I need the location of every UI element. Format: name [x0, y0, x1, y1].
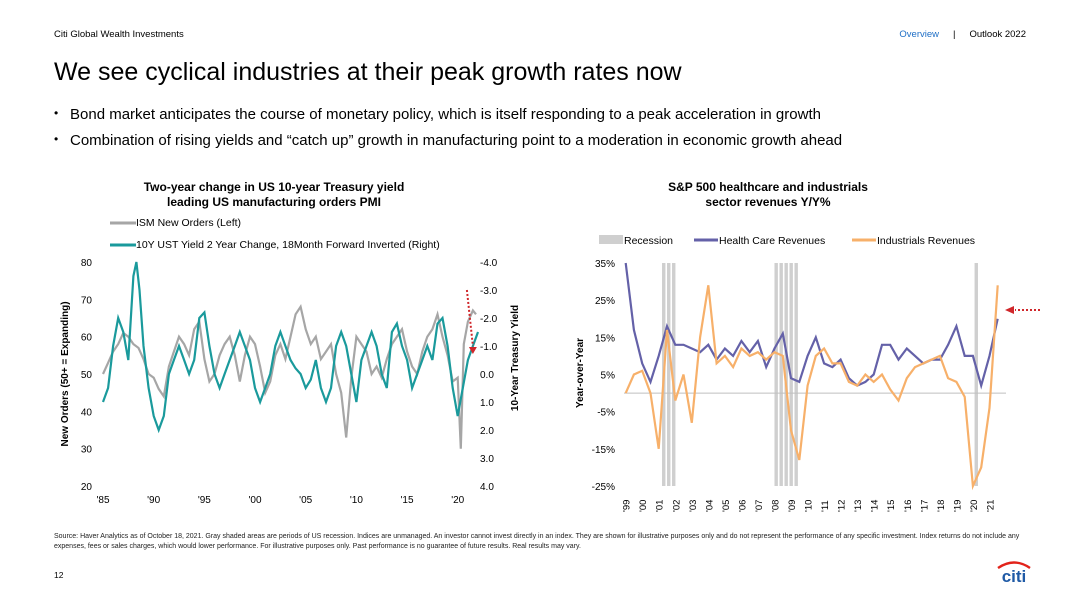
chart1-y2-tick: 4.0: [480, 482, 494, 493]
chart1-x-tick: '90: [147, 495, 160, 506]
chart1-y2-tick: -3.0: [480, 286, 498, 297]
recession-band: [774, 263, 778, 486]
chart1-x-tick: '05: [299, 495, 312, 506]
chart2-x-tick: '08: [770, 500, 781, 512]
chart1-y2-tick: 3.0: [480, 454, 494, 465]
chart2-x-tick: '01: [655, 500, 666, 512]
chart2-x-tick: '09: [787, 500, 798, 512]
chart2-x-tick: '11: [820, 500, 831, 512]
chart2-y-tick: -5%: [597, 408, 615, 419]
nav-overview-link[interactable]: Overview: [899, 29, 940, 40]
chart1-y-tick: 50: [81, 370, 93, 381]
bullet-item: Combination of rising yields and “catch …: [54, 132, 842, 149]
bullet-list: Bond market anticipates the course of mo…: [54, 106, 842, 158]
recession-band: [667, 263, 671, 486]
page-number: 12: [54, 570, 64, 580]
chart1-y-tick: 40: [81, 407, 93, 418]
chart1-y2-tick: 0.0: [480, 370, 494, 381]
chart2-legend-label: Recession: [624, 235, 673, 247]
source-footnote: Source: Haver Analytics as of October 18…: [54, 533, 1020, 550]
chart1-title-line: leading US manufacturing orders PMI: [167, 195, 381, 209]
chart2-x-tick: '07: [754, 500, 765, 512]
chart2-x-tick: '21: [985, 500, 996, 512]
chart2-title-line: S&P 500 healthcare and industrials: [668, 180, 868, 194]
chart2-x-tick: '03: [688, 500, 699, 512]
chart1-x-tick: '00: [249, 495, 262, 506]
chart2-y-tick: 35%: [595, 259, 615, 270]
chart2-x-tick: '02: [671, 500, 682, 512]
brand-label: Citi Global Wealth Investments: [54, 29, 184, 40]
nav-outlook-label: Outlook 2022: [969, 29, 1026, 40]
chart2-x-tick: '00: [638, 500, 649, 512]
chart2-x-tick: '17: [919, 500, 930, 512]
recession-band: [672, 263, 676, 486]
chart1-y2-tick: -4.0: [480, 258, 498, 269]
chart2-annotation-arrowhead: [1005, 306, 1014, 314]
chart2-x-tick: '12: [837, 500, 848, 512]
chart1-legend-label: ISM New Orders (Left): [136, 217, 241, 229]
chart2-x-tick: '10: [804, 500, 815, 512]
chart1-x-tick: '95: [198, 495, 211, 506]
treasury-vs-ism-chart: Two-year change in US 10-year Treasury y…: [60, 180, 521, 506]
chart2-x-tick: '06: [737, 500, 748, 512]
chart1-x-tick: '85: [96, 495, 109, 506]
chart1-annotation-arrowhead: [468, 347, 477, 354]
page-title: We see cyclical industries at their peak…: [54, 58, 682, 86]
chart1-y-tick: 30: [81, 445, 93, 456]
nav-separator: |: [953, 29, 956, 40]
chart1-y2-tick: 2.0: [480, 426, 494, 437]
chart1-y2-tick: -2.0: [480, 314, 498, 325]
chart2-x-tick: '18: [936, 500, 947, 512]
series-industrials-revenues: [624, 285, 999, 491]
chart2-y-axis-title: Year-over-Year: [575, 338, 586, 408]
chart1-y-tick: 70: [81, 295, 93, 306]
chart2-x-tick: '04: [704, 500, 715, 512]
recession-band: [794, 263, 798, 486]
chart1-y2-tick: 1.0: [480, 398, 494, 409]
chart2-x-tick: '20: [969, 500, 980, 512]
chart1-y-axis-title: New Orders (50+ = Expanding): [60, 301, 71, 446]
series-health-care-revenues: [624, 262, 999, 390]
chart1-y2-tick: -1.0: [480, 342, 498, 353]
chart1-title-line: Two-year change in US 10-year Treasury y…: [144, 180, 405, 194]
recession-band: [974, 263, 978, 486]
chart2-legend-label: Industrials Revenues: [877, 235, 975, 247]
chart2-x-tick: '13: [853, 500, 864, 512]
chart1-y-tick: 20: [81, 482, 93, 493]
chart1-x-tick: '10: [350, 495, 363, 506]
chart2-y-tick: 15%: [595, 333, 615, 344]
chart2-x-tick: '14: [870, 500, 881, 512]
chart1-annotation-arrow: [465, 289, 474, 347]
chart2-x-tick: '19: [952, 500, 963, 512]
series-10y-yield-change: [101, 261, 480, 434]
sp500-revenues-chart: S&P 500 healthcare and industrialssector…: [575, 180, 1040, 512]
recession-band: [784, 263, 788, 486]
logo-wordmark: citi: [1002, 567, 1027, 585]
chart2-y-tick: -25%: [592, 482, 615, 493]
chart1-legend-label: 10Y UST Yield 2 Year Change, 18Month For…: [136, 239, 440, 251]
chart2-y-tick: 25%: [595, 296, 615, 307]
chart1-y2-axis-title: 10-Year Treasury Yield: [510, 305, 521, 411]
chart2-x-tick: '99: [622, 500, 633, 512]
top-nav: Overview | Outlook 2022: [899, 29, 1026, 40]
chart1-y-tick: 80: [81, 258, 93, 269]
chart2-x-tick: '15: [886, 500, 897, 512]
chart2-legend-label: Health Care Revenues: [719, 235, 825, 247]
chart2-x-tick: '16: [903, 500, 914, 512]
chart2-x-tick: '05: [721, 500, 732, 512]
citi-logo: citi: [997, 561, 1031, 585]
chart1-y-tick: 60: [81, 333, 93, 344]
chart2-legend-swatch: [599, 235, 623, 244]
chart1-x-tick: '15: [401, 495, 414, 506]
chart2-title-line: sector revenues Y/Y%: [705, 195, 831, 209]
bullet-item: Bond market anticipates the course of mo…: [54, 106, 842, 123]
recession-band: [779, 263, 783, 486]
series-ism-new-orders: [101, 304, 477, 449]
chart2-y-tick: 5%: [601, 371, 616, 382]
chart1-x-tick: '20: [451, 495, 464, 506]
chart2-y-tick: -15%: [592, 445, 615, 456]
